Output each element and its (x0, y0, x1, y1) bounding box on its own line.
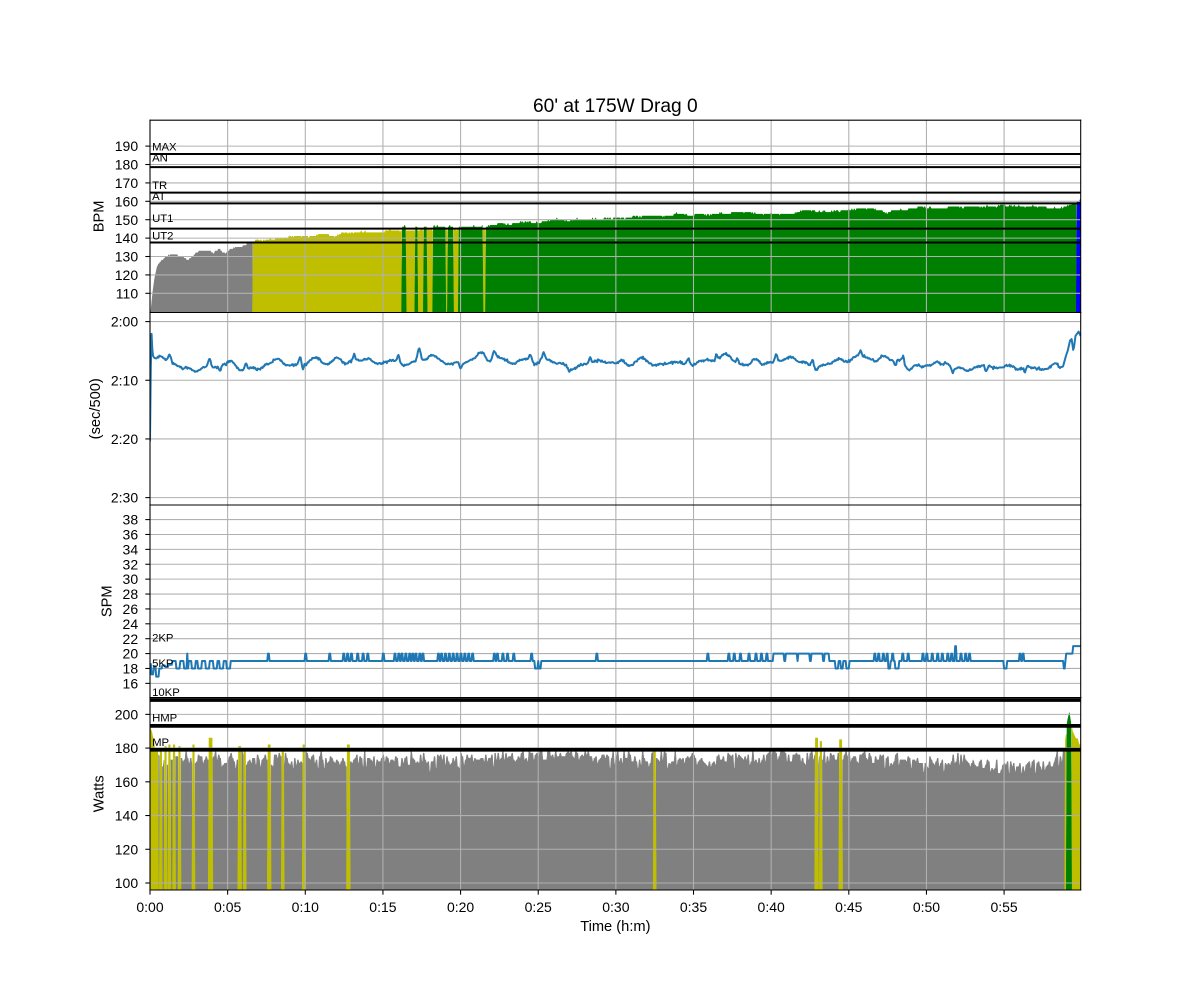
svg-text:TR: TR (152, 180, 167, 192)
svg-text:0:15: 0:15 (369, 899, 396, 915)
svg-text:2:00: 2:00 (111, 314, 138, 330)
svg-text:Time (h:m): Time (h:m) (580, 919, 650, 935)
svg-text:0:10: 0:10 (292, 899, 319, 915)
svg-text:36: 36 (123, 527, 139, 543)
svg-text:0:25: 0:25 (525, 899, 552, 915)
svg-text:5KP: 5KP (152, 658, 173, 670)
svg-text:AN: AN (152, 153, 168, 165)
svg-text:MP: MP (152, 737, 169, 749)
svg-text:120: 120 (115, 841, 139, 857)
svg-text:MAX: MAX (152, 142, 177, 154)
svg-text:110: 110 (116, 285, 139, 301)
svg-text:180: 180 (115, 157, 139, 173)
svg-text:2:30: 2:30 (111, 490, 138, 506)
svg-text:0:40: 0:40 (758, 899, 785, 915)
svg-text:0:20: 0:20 (447, 899, 474, 915)
svg-text:60' at 175W Drag 0: 60' at 175W Drag 0 (533, 96, 698, 117)
svg-text:10KP: 10KP (152, 687, 180, 699)
svg-text:22: 22 (123, 631, 139, 647)
svg-text:0:45: 0:45 (835, 899, 862, 915)
svg-text:0:30: 0:30 (602, 899, 629, 915)
svg-text:SPM: SPM (100, 585, 116, 617)
svg-text:UT1: UT1 (152, 213, 173, 225)
svg-text:150: 150 (115, 212, 139, 228)
svg-text:28: 28 (123, 586, 139, 602)
svg-text:180: 180 (115, 740, 139, 756)
svg-text:0:50: 0:50 (913, 899, 940, 915)
svg-text:UT2: UT2 (152, 230, 173, 242)
svg-text:0:00: 0:00 (136, 899, 163, 915)
svg-text:130: 130 (115, 249, 139, 265)
svg-text:140: 140 (115, 808, 139, 824)
svg-text:0:05: 0:05 (214, 899, 241, 915)
svg-text:(sec/500): (sec/500) (88, 378, 104, 439)
svg-text:AT: AT (152, 191, 166, 203)
svg-text:140: 140 (115, 230, 139, 246)
svg-text:120: 120 (115, 267, 139, 283)
svg-text:2:10: 2:10 (111, 372, 138, 388)
svg-text:200: 200 (115, 706, 139, 722)
svg-text:30: 30 (123, 571, 139, 587)
svg-text:24: 24 (123, 616, 139, 632)
svg-text:0:55: 0:55 (990, 899, 1017, 915)
svg-text:170: 170 (115, 175, 139, 191)
svg-text:2:20: 2:20 (111, 431, 138, 447)
svg-text:16: 16 (123, 675, 139, 691)
svg-text:18: 18 (123, 661, 139, 677)
svg-text:BPM: BPM (92, 200, 108, 232)
svg-text:190: 190 (115, 138, 139, 154)
svg-text:0:35: 0:35 (680, 899, 707, 915)
svg-text:160: 160 (115, 774, 139, 790)
svg-text:HMP: HMP (152, 713, 177, 725)
svg-text:34: 34 (123, 541, 139, 557)
svg-text:38: 38 (123, 512, 139, 528)
svg-text:32: 32 (123, 556, 139, 572)
svg-text:26: 26 (123, 601, 139, 617)
svg-text:Watts: Watts (92, 775, 108, 812)
svg-text:100: 100 (115, 875, 139, 891)
svg-text:160: 160 (115, 193, 139, 209)
svg-text:20: 20 (123, 646, 139, 662)
svg-text:2KP: 2KP (152, 633, 173, 645)
